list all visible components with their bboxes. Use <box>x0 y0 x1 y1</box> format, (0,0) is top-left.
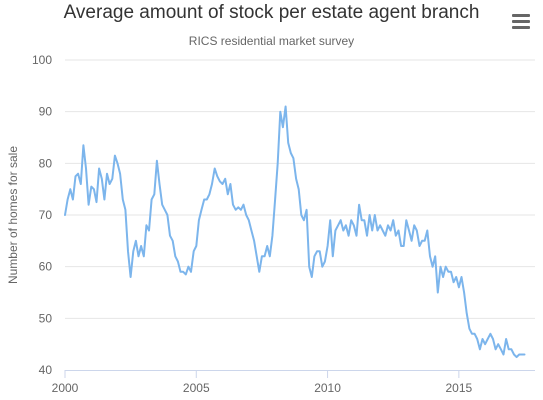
y-tick-label: 80 <box>39 156 53 170</box>
y-tick-label: 60 <box>39 260 53 274</box>
chart-title: Average amount of stock per estate agent… <box>63 2 480 23</box>
x-tick-label: 2000 <box>52 381 79 395</box>
hamburger-menu-icon[interactable] <box>510 10 532 32</box>
y-axis-title: Number of homes for sale <box>6 146 20 284</box>
y-tick-label: 70 <box>39 208 53 222</box>
y-tick-label: 40 <box>39 363 53 377</box>
grid-lines <box>65 59 535 319</box>
menu-bar-top <box>512 14 530 17</box>
menu-bar-bottom <box>512 26 530 29</box>
series-layer <box>64 105 526 359</box>
y-tick-label: 50 <box>39 311 53 325</box>
chart-subtitle: RICS residential market survey <box>188 34 355 48</box>
series-line-0 <box>64 105 526 359</box>
y-tick-label: 90 <box>39 105 53 119</box>
x-tick-label: 2010 <box>314 381 341 395</box>
y-tick-label: 100 <box>32 53 52 67</box>
x-tick-label: 2015 <box>446 381 473 395</box>
menu-bar-middle <box>512 20 530 23</box>
axes: 40 50 60 70 80 90 100 2000 2005 2010 2015 <box>32 53 535 395</box>
x-tick-label: 2005 <box>183 381 210 395</box>
